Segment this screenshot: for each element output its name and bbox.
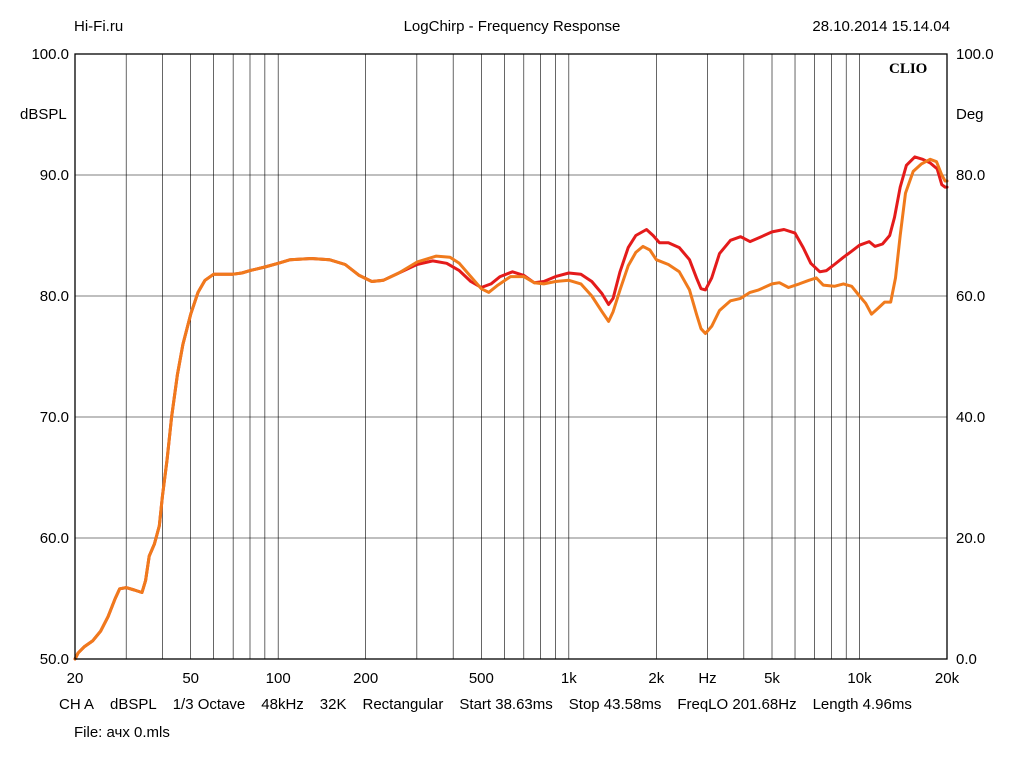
- frequency-response-chart: 20 50 100 200 500 1k 2k Hz 5k 10k 20k 50.0 60.0 70.0 8…: [20, 46, 994, 687]
- y-tick-label: 100.0: [31, 46, 69, 63]
- x-tick-label: 20k: [935, 670, 960, 687]
- header-site-label: Hi-Fi.ru: [74, 18, 124, 35]
- parameter-item: Rectangular: [362, 696, 444, 713]
- y2-tick-label: 100.0: [956, 46, 994, 63]
- y2-tick-label: 0.0: [956, 651, 977, 668]
- axis-ticks: 20 50 100 200 500 1k 2k Hz 5k 10k 20k 50.0 60.0 70.0 8…: [31, 46, 993, 687]
- parameter-item: 1/3 Octave: [172, 696, 246, 713]
- parameter-item: 32K: [319, 696, 347, 713]
- y2-tick-label: 60.0: [956, 288, 985, 305]
- clio-logo: CLIO: [889, 61, 927, 77]
- y-tick-label: 80.0: [40, 288, 69, 305]
- parameter-item: FreqLO 201.68Hz: [677, 696, 797, 713]
- parameter-item: Stop 43.58ms: [568, 696, 662, 713]
- parameter-item: Length 4.96ms: [812, 696, 912, 713]
- x-tick-label: 20: [67, 670, 84, 687]
- x-tick-label: 1k: [561, 670, 577, 687]
- x-tick-label: 10k: [847, 670, 872, 687]
- parameter-item: dBSPL: [110, 696, 157, 713]
- y-tick-label: 60.0: [40, 530, 69, 547]
- y2-tick-label: 20.0: [956, 530, 985, 547]
- grid: [75, 54, 947, 659]
- series-line-red: [73, 155, 949, 661]
- x-tick-label: 50: [182, 670, 199, 687]
- parameter-item: CH A: [59, 696, 95, 713]
- plot-frame: [74, 53, 948, 660]
- y-tick-label: 70.0: [40, 409, 69, 426]
- y-axis-label: dBSPL: [20, 106, 67, 123]
- header-timestamp: 28.10.2014 15.14.04: [812, 18, 950, 35]
- parameter-item: Start 38.63ms: [459, 696, 553, 713]
- file-name: File: ачх 0.mls: [74, 724, 170, 741]
- y-tick-label: 90.0: [40, 167, 69, 184]
- y2-axis-label: Deg: [956, 106, 984, 123]
- x-tick-label: 100: [266, 670, 291, 687]
- x-tick-label: 200: [353, 670, 378, 687]
- series-line-orange: [73, 157, 949, 661]
- parameter-item: 48kHz: [261, 696, 304, 713]
- y2-tick-label: 80.0: [956, 167, 985, 184]
- x-tick-label: 5k: [764, 670, 780, 687]
- y2-tick-label: 40.0: [956, 409, 985, 426]
- x-tick-label: 500: [469, 670, 494, 687]
- y-tick-label: 50.0: [40, 651, 69, 668]
- x-tick-label: 2k: [648, 670, 664, 687]
- measurement-parameters: CH A dBSPL 1/3 Octave 48kHz 32K Rectangular St…: [59, 696, 928, 713]
- x-tick-label: Hz: [698, 670, 716, 687]
- series-lines: [73, 155, 949, 661]
- chart-title: LogChirp - Frequency Response: [403, 18, 621, 35]
